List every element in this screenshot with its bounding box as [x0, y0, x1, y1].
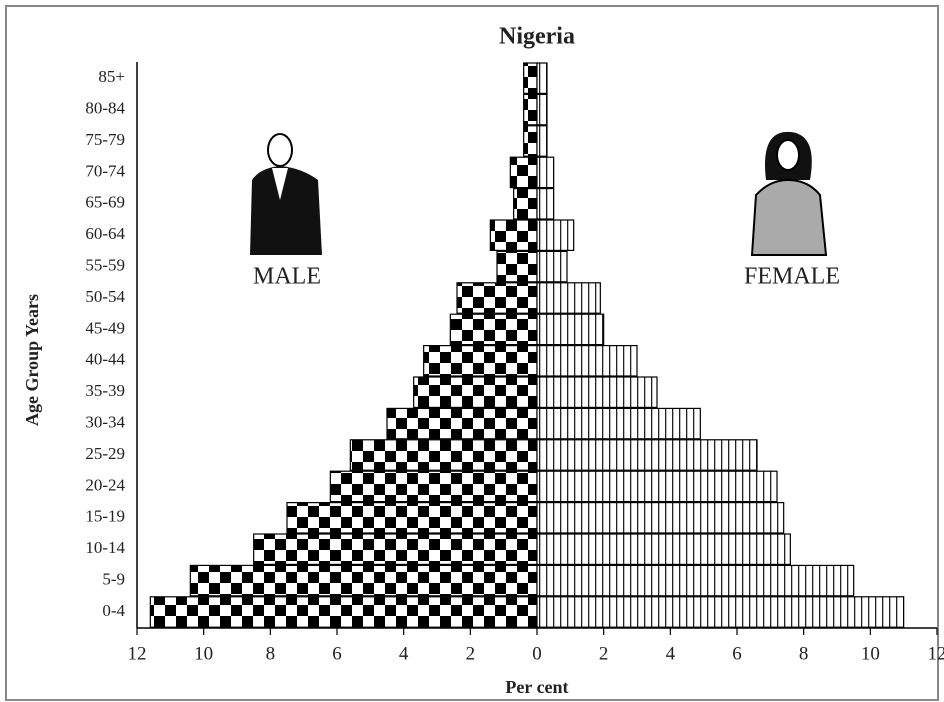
- frame: [5, 5, 939, 701]
- bar: [456, 282, 538, 314]
- x-tick-label: 12: [928, 643, 944, 664]
- bar: [536, 250, 568, 283]
- y-tick-label: 0-4: [102, 601, 125, 620]
- bar: [536, 188, 555, 220]
- bar: [496, 250, 538, 283]
- y-tick-label: 20-24: [85, 475, 125, 494]
- bar: [149, 596, 538, 628]
- bar: [329, 470, 538, 503]
- bar: [509, 156, 538, 189]
- chart-title: Nigeria: [499, 24, 575, 50]
- bar: [536, 282, 601, 314]
- bar: [536, 125, 548, 157]
- bar: [536, 313, 605, 346]
- bar: [189, 564, 538, 597]
- x-tick-label: 6: [732, 643, 742, 664]
- bar: [286, 502, 538, 534]
- x-tick-label: 8: [799, 643, 809, 664]
- bar: [536, 93, 548, 126]
- bar: [413, 376, 538, 408]
- bar: [449, 313, 538, 346]
- bar: [523, 93, 538, 126]
- bar: [349, 439, 538, 471]
- y-tick-label: 80-84: [85, 99, 125, 118]
- y-tick-label: 30-34: [85, 413, 125, 432]
- annotation: FEMALE: [744, 264, 840, 290]
- bar: [536, 439, 758, 471]
- bar: [523, 62, 538, 94]
- bar: [513, 188, 538, 220]
- bar: [536, 502, 785, 534]
- x-tick-label: 6: [332, 643, 342, 664]
- y-tick-label: 35-39: [85, 381, 125, 400]
- bar: [253, 533, 538, 565]
- y-tick-label: 15-19: [85, 507, 125, 526]
- bar: [536, 156, 555, 189]
- y-tick-label: 5-9: [102, 570, 125, 589]
- female-icon: [750, 131, 828, 256]
- x-tick-label: 8: [266, 643, 276, 664]
- y-tick-label: 75-79: [85, 130, 125, 149]
- y-axis-label: Age Group Years: [22, 294, 42, 426]
- y-tick-label: 60-64: [85, 224, 125, 243]
- bar: [536, 62, 548, 94]
- bar: [489, 219, 538, 251]
- bar: [536, 407, 701, 440]
- y-tick-label: 45-49: [85, 318, 125, 337]
- y-tick-label: 40-44: [85, 350, 125, 369]
- bar: [536, 345, 638, 377]
- bar: [536, 470, 778, 503]
- y-tick-label: 85+: [98, 67, 125, 86]
- bar: [423, 345, 538, 377]
- x-tick-label: 4: [666, 643, 676, 664]
- bar: [536, 376, 658, 408]
- x-tick-label: 10: [861, 643, 880, 664]
- x-tick-label: 4: [399, 643, 409, 664]
- bar: [536, 596, 905, 628]
- y-tick-label: 55-59: [85, 256, 125, 275]
- y-tick-label: 65-69: [85, 193, 125, 212]
- x-tick-label: 0: [532, 643, 542, 664]
- bar: [536, 219, 575, 251]
- y-tick-label: 25-29: [85, 444, 125, 463]
- male-icon: [250, 133, 322, 255]
- bar: [536, 533, 791, 565]
- x-tick-label: 10: [194, 643, 213, 664]
- x-axis-label: Per cent: [505, 677, 568, 697]
- x-tick-label: 2: [599, 643, 609, 664]
- y-tick-label: 10-14: [85, 538, 125, 557]
- y-tick-label: 50-54: [85, 287, 125, 306]
- bar: [536, 564, 855, 597]
- x-tick-label: 2: [466, 643, 476, 664]
- bar: [386, 407, 538, 440]
- x-tick-label: 12: [128, 643, 147, 664]
- bar: [523, 125, 538, 157]
- y-tick-label: 70-74: [85, 161, 125, 180]
- annotation: MALE: [253, 264, 321, 290]
